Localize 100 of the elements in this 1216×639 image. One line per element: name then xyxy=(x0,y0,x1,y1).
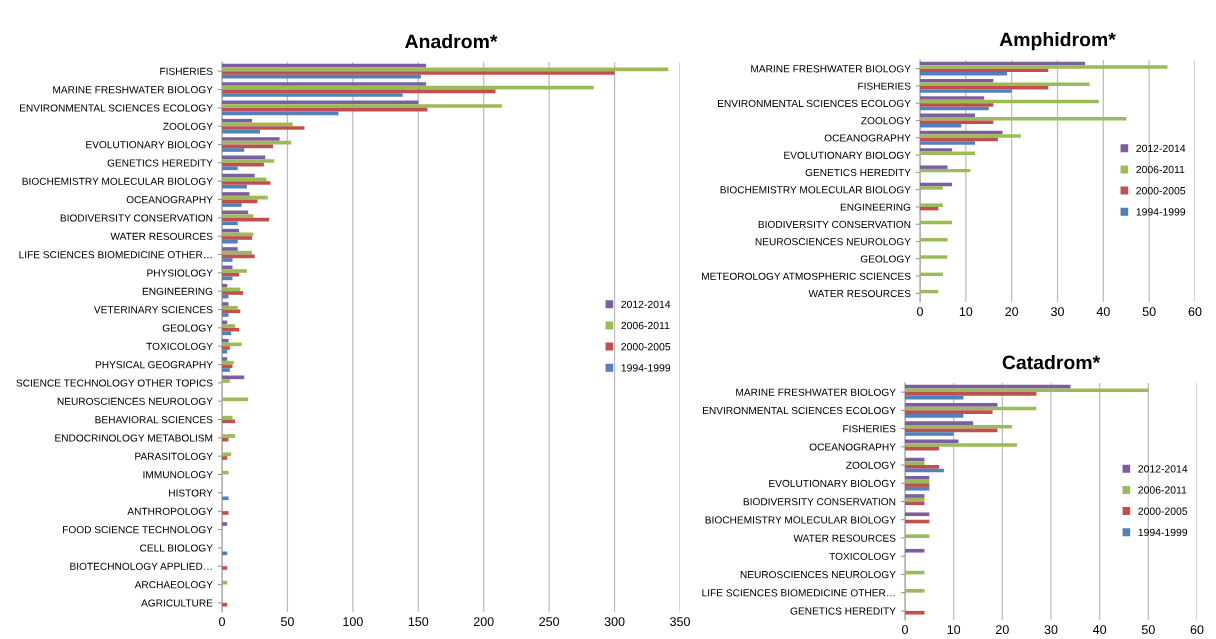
x-tick-label: 30 xyxy=(1051,307,1064,317)
chart-title: Amphidrom* xyxy=(999,32,1116,51)
y-tick-label: EVOLUTIONARY BIOLOGY xyxy=(769,479,896,488)
bar xyxy=(222,357,228,361)
x-tick-label: 60 xyxy=(1188,307,1202,317)
y-tick-label: HISTORY xyxy=(169,489,213,497)
y-tick-label: NEUROSCIENCES NEUROLOGY xyxy=(57,397,213,405)
x-tick-label: 0 xyxy=(902,625,908,635)
bar xyxy=(222,181,271,185)
bar xyxy=(905,512,930,517)
bar xyxy=(222,294,229,299)
bar xyxy=(222,214,254,218)
bar xyxy=(222,192,250,196)
bar xyxy=(222,272,240,277)
bar xyxy=(222,346,230,350)
y-tick-label: OCEANOGRAPHY xyxy=(824,134,911,142)
y-tick-label: OCEANOGRAPHY xyxy=(809,443,896,451)
y-tick-label: PHYSICAL GEOGRAPHY xyxy=(95,361,213,369)
bar xyxy=(222,162,264,167)
y-tick-label: FISHERIES xyxy=(858,82,911,90)
bar xyxy=(920,165,948,169)
bar xyxy=(905,410,993,414)
y-tick-label: ENVIRONMENTAL SCIENCES ECOLOGY xyxy=(718,99,911,107)
bar xyxy=(222,63,427,68)
bar xyxy=(920,89,1012,93)
legend-label: 2006-2011 xyxy=(1136,165,1185,174)
y-tick-label: SCIENCE TECHNOLOGY OTHER TOPICS xyxy=(16,379,213,387)
bar xyxy=(222,566,228,570)
bar xyxy=(222,437,229,442)
bar xyxy=(222,456,228,460)
legend-label: 2006-2011 xyxy=(1138,486,1187,494)
legend-label: 2000-2005 xyxy=(621,343,671,351)
bar xyxy=(222,375,245,380)
bar xyxy=(905,494,925,498)
bar xyxy=(222,434,236,438)
bar xyxy=(920,238,948,242)
y-tick-label: MARINE FRESHWATER BIOLOGY xyxy=(751,65,911,73)
bar xyxy=(905,413,964,418)
y-tick-label: ENGINEERING xyxy=(142,287,213,295)
x-tick-label: 20 xyxy=(1005,307,1019,317)
bar xyxy=(222,107,428,112)
legend-label: 2012-2014 xyxy=(621,300,671,309)
bar xyxy=(905,534,930,538)
x-tick-label: 10 xyxy=(959,307,973,317)
bar xyxy=(222,349,228,354)
y-tick-label: ENVIRONMENTAL SCIENCES ECOLOGY xyxy=(20,104,213,112)
bar xyxy=(222,368,230,372)
x-tick-label: 0 xyxy=(917,307,923,317)
legend-label: 2012-2014 xyxy=(1136,144,1186,153)
legend-label: 2000-2005 xyxy=(1136,187,1186,195)
bar xyxy=(222,415,233,420)
bar xyxy=(222,104,503,108)
bar xyxy=(222,511,229,515)
y-tick-label: ENGINEERING xyxy=(840,203,911,211)
y-tick-label: ZOOLOGY xyxy=(846,461,896,469)
bar xyxy=(905,432,954,436)
y-tick-label: GENETICS HEREDITY xyxy=(790,607,896,615)
bar xyxy=(222,291,243,295)
bar xyxy=(222,324,236,328)
bar xyxy=(920,96,985,100)
x-tick-label: 10 xyxy=(947,625,961,635)
bar xyxy=(222,309,241,314)
y-tick-label: BIODIVERSITY CONSERVATION xyxy=(758,220,911,228)
bar xyxy=(905,483,930,487)
y-tick-label: MARINE FRESHWATER BIOLOGY xyxy=(53,86,213,94)
x-tick-label: 200 xyxy=(473,617,494,627)
bar xyxy=(222,269,247,273)
bar xyxy=(222,283,228,288)
legend-label: 1994-1999 xyxy=(621,364,671,372)
legend-label: 2000-2005 xyxy=(1138,507,1188,515)
x-tick-label: 0 xyxy=(219,617,225,627)
bar xyxy=(905,443,1017,447)
y-tick-label: OCEANOGRAPHY xyxy=(126,196,213,204)
bar xyxy=(222,173,255,178)
bar xyxy=(222,82,427,86)
bar xyxy=(222,250,253,255)
bar xyxy=(222,74,421,79)
y-tick-label: LIFE SCIENCES BIOMEDICINE OTHER… xyxy=(702,589,895,597)
x-tick-label: 20 xyxy=(996,625,1009,635)
y-tick-label: ARCHAEOLOGY xyxy=(134,581,213,589)
bar xyxy=(222,320,228,325)
y-tick-label: VETERINARY SCIENCES xyxy=(93,306,213,314)
bar xyxy=(222,360,234,365)
bar xyxy=(905,589,925,593)
y-tick-label: BIOCHEMISTRY MOLECULAR BIOLOGY xyxy=(720,186,911,194)
bar xyxy=(905,392,1037,396)
y-tick-label: ANTHROPOLOGY xyxy=(127,507,213,515)
bar xyxy=(222,126,305,130)
y-tick-label: ZOOLOGY xyxy=(861,117,911,125)
x-tick-label: 350 xyxy=(670,617,690,627)
x-tick-label: 300 xyxy=(604,617,625,627)
y-tick-label: WATER RESOURCES xyxy=(808,289,911,298)
y-tick-label: MARINE FRESHWATER BIOLOGY xyxy=(736,388,896,396)
chart-title: Catadrom* xyxy=(1002,355,1101,370)
y-tick-label: IMMUNOLOGY xyxy=(143,471,213,479)
bar xyxy=(222,85,594,90)
y-tick-label: GENETICS HEREDITY xyxy=(107,159,213,167)
y-tick-label: BIOCHEMISTRY MOLECULAR BIOLOGY xyxy=(705,516,896,524)
bar xyxy=(222,195,268,200)
bar xyxy=(222,137,280,141)
